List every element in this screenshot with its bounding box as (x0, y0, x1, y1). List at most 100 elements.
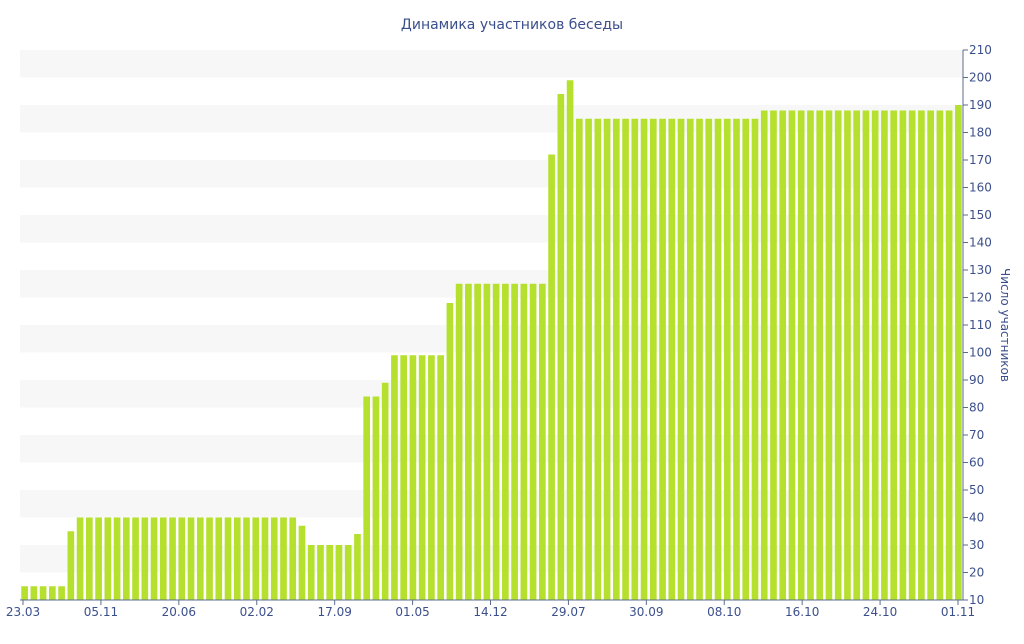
bar (39, 586, 47, 600)
bar (363, 396, 371, 600)
bars (21, 80, 962, 600)
grid-band (20, 490, 963, 518)
bar (280, 517, 287, 600)
bar (705, 118, 713, 600)
y-tick-label: 100 (969, 346, 992, 360)
bar (696, 118, 703, 600)
chart-title: Динамика участников беседы (401, 17, 623, 33)
bar (742, 118, 750, 600)
bar (640, 118, 648, 600)
bar (603, 118, 611, 600)
bar (391, 355, 398, 600)
bar (871, 110, 879, 600)
bar (557, 94, 565, 600)
x-tick-label: 02.02 (240, 605, 274, 619)
bar (594, 118, 602, 600)
bar (881, 110, 888, 600)
bar (381, 382, 389, 600)
bar (437, 355, 444, 600)
y-axis: 10 20 30 40 50 60 70 80 90 100 110 120 130 140 150 160 1… (962, 43, 992, 607)
bar (483, 283, 491, 600)
bar (187, 517, 195, 600)
y-tick-label: 90 (969, 373, 984, 387)
bar (760, 110, 768, 600)
bar (677, 118, 685, 600)
bar (733, 118, 740, 600)
bar (224, 517, 232, 600)
bar (548, 154, 555, 600)
bar (576, 118, 583, 600)
x-tick-label: 24.10 (863, 605, 897, 619)
bar (779, 110, 787, 600)
grid-band (20, 215, 963, 243)
bar (49, 586, 56, 600)
grid-band (20, 160, 963, 188)
bar (104, 517, 112, 600)
bar (751, 118, 759, 600)
bar (206, 517, 213, 600)
grid-bands (20, 50, 963, 573)
x-tick-label: 01.11 (941, 605, 975, 619)
bar (428, 355, 435, 600)
y-tick-label: 30 (969, 538, 984, 552)
bar (86, 517, 93, 600)
y-tick-label: 180 (969, 126, 992, 140)
bar (862, 110, 870, 600)
y-tick-label: 10 (969, 593, 984, 607)
bar (113, 517, 121, 600)
grid-band (20, 50, 963, 78)
x-tick-label: 17.09 (317, 605, 351, 619)
bar (936, 110, 944, 600)
x-tick-label: 23.03 (6, 605, 40, 619)
bar (520, 283, 528, 600)
bar (400, 355, 407, 600)
bar (585, 118, 592, 600)
bar (927, 110, 934, 600)
bar (622, 118, 629, 600)
y-tick-label: 170 (969, 153, 992, 167)
y-tick-label: 40 (969, 511, 984, 525)
bar (474, 283, 481, 600)
x-tick-label: 14.12 (473, 605, 507, 619)
y-axis-label: Число участников (998, 268, 1012, 382)
y-tick-label: 110 (969, 318, 992, 332)
y-tick-label: 140 (969, 236, 992, 250)
bar (945, 110, 953, 600)
bar (890, 110, 897, 600)
bar (122, 517, 130, 600)
bar (95, 517, 102, 600)
x-tick-label: 08.10 (707, 605, 741, 619)
bar (825, 110, 833, 600)
bar (159, 517, 167, 600)
bar (714, 118, 722, 600)
bar (141, 517, 149, 600)
y-tick-label: 130 (969, 263, 992, 277)
bar (649, 118, 657, 600)
bar (169, 517, 176, 600)
bar (409, 355, 417, 600)
bar (150, 517, 158, 600)
bar (631, 118, 639, 600)
bar (233, 517, 241, 600)
y-tick-label: 210 (969, 43, 992, 57)
bar (446, 303, 454, 600)
bar (317, 545, 324, 600)
bar (612, 118, 620, 600)
y-tick-label: 60 (969, 456, 984, 470)
bar (261, 517, 269, 600)
bar (30, 586, 38, 600)
bar (834, 110, 842, 600)
bar (344, 545, 352, 600)
bar (529, 283, 537, 600)
bar (908, 110, 916, 600)
y-tick-label: 160 (969, 181, 992, 195)
bar (918, 110, 925, 600)
grid-band (20, 325, 963, 353)
y-tick-label: 70 (969, 428, 984, 442)
bar (797, 110, 805, 600)
y-tick-label: 120 (969, 291, 992, 305)
bar (289, 517, 297, 600)
x-axis: 23.03 05.11 20.06 02.02 17.09 01.05 14.12 29.07… (6, 599, 975, 619)
